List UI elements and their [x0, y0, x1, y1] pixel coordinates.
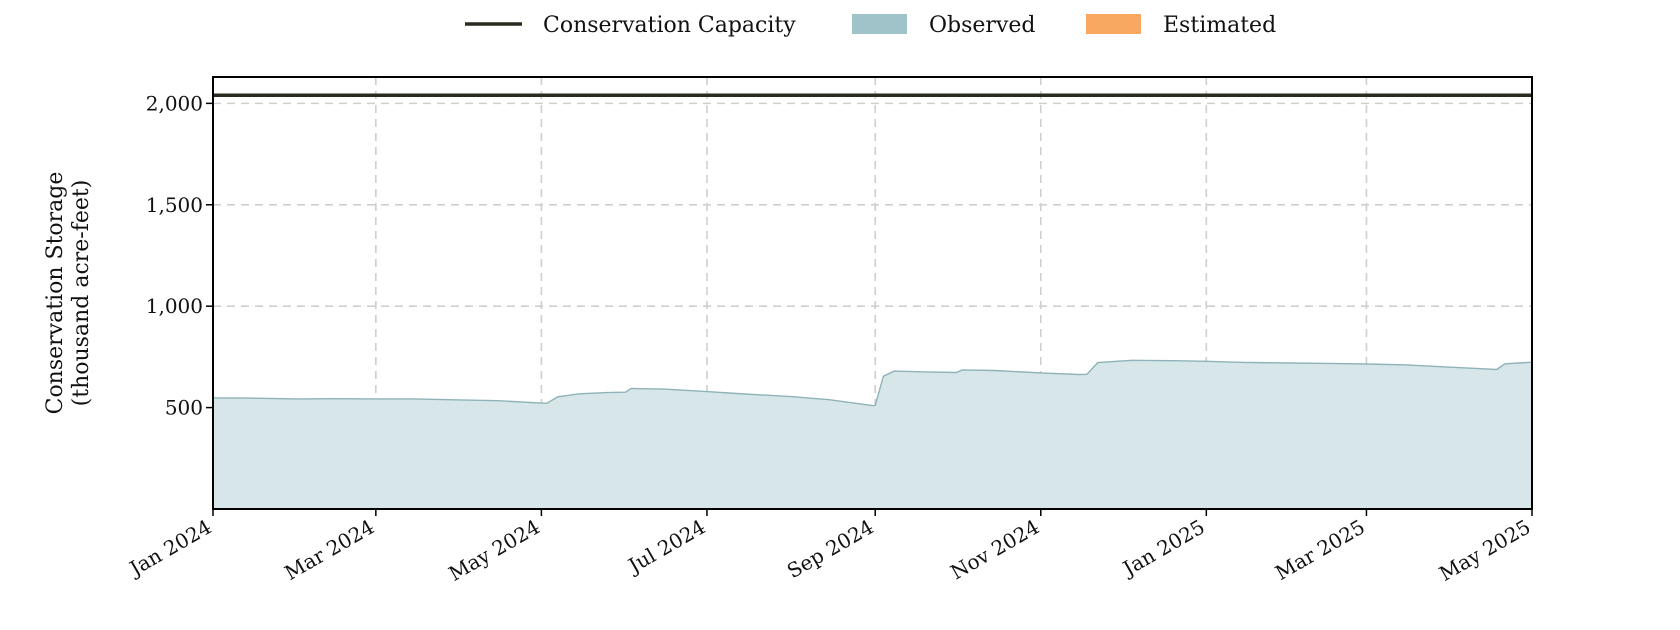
y-axis-title-text: Conservation Storage(thousand acre-feet) [43, 172, 94, 415]
legend-label: Conservation Capacity [543, 13, 796, 38]
legend-label: Observed [929, 13, 1035, 38]
y-tick-label: 2,000 [146, 91, 203, 115]
plot-frame [212, 76, 1533, 510]
series-layer [212, 93, 1533, 509]
y-tick-label: 1,000 [146, 294, 203, 318]
line-observed [212, 359, 1533, 407]
x-tick-label: Jan 2024 [124, 515, 216, 582]
x-tick-label: Mar 2024 [280, 515, 378, 585]
y-tick-label: 500 [165, 396, 203, 420]
legend-label: Estimated [1163, 13, 1276, 38]
plot-border [212, 76, 1533, 510]
x-tick-label: Jul 2024 [622, 515, 709, 579]
legend-swatch-observed [852, 14, 907, 34]
x-tick-label: May 2025 [1435, 515, 1534, 586]
y-axis-ticks: 500 1,000 1,500 2,000 [146, 91, 213, 420]
legend: Conservation Capacity Observed Estimated [465, 13, 1276, 38]
x-tick-label: Jan 2025 [1117, 515, 1209, 582]
area-observed [213, 360, 1532, 509]
legend-swatch-estimated [1086, 14, 1141, 34]
x-tick-label: May 2024 [444, 515, 543, 586]
y-axis-title: Conservation Storage(thousand acre-feet) [43, 172, 94, 415]
x-tick-label: Mar 2025 [1271, 515, 1369, 585]
x-tick-label: Nov 2024 [946, 515, 1043, 585]
x-axis-ticks: Jan 2024 Mar 2024 May 2024 Jul 2024 Sep 2024… [124, 509, 1535, 586]
y-axis-title-line1: Conservation Storage [43, 172, 68, 415]
y-axis-title-line2: (thousand acre-feet) [69, 180, 94, 407]
y-tick-label: 1,500 [146, 193, 203, 217]
x-tick-label: Sep 2024 [783, 515, 878, 584]
